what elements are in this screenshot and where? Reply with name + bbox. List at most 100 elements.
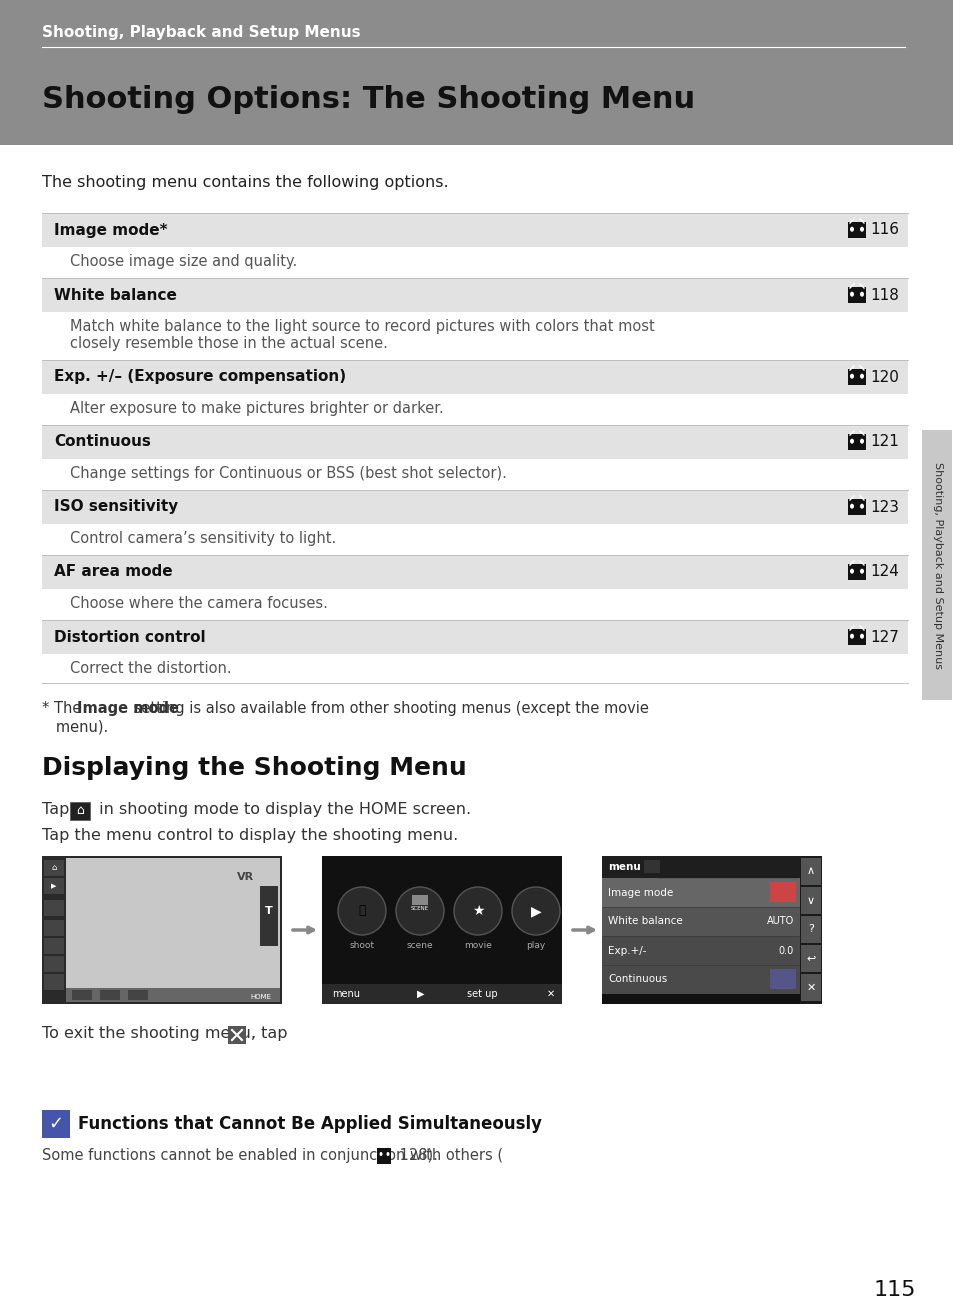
Bar: [42, 424, 907, 459]
Text: Alter exposure to make pictures brighter or darker.: Alter exposure to make pictures brighter…: [70, 401, 443, 417]
Bar: [228, 1026, 246, 1045]
Bar: [412, 895, 428, 905]
Bar: [847, 369, 865, 385]
Bar: [847, 222, 865, 238]
Text: ⌂: ⌂: [76, 804, 84, 817]
Text: movie: movie: [463, 941, 492, 950]
Text: ⌂: ⌂: [51, 863, 56, 872]
Bar: [601, 964, 800, 993]
Text: The shooting menu contains the following options.: The shooting menu contains the following…: [42, 175, 448, 191]
Bar: [42, 555, 907, 589]
Bar: [769, 882, 795, 901]
Bar: [643, 859, 659, 872]
Bar: [847, 286, 865, 304]
Text: Tap: Tap: [42, 802, 74, 817]
Text: 116: 116: [869, 222, 898, 238]
Bar: [66, 858, 280, 988]
Bar: [44, 974, 64, 989]
Bar: [42, 360, 907, 394]
Bar: [847, 564, 865, 579]
Ellipse shape: [849, 373, 853, 378]
Bar: [44, 878, 64, 894]
Ellipse shape: [859, 633, 863, 639]
Text: in shooting mode to display the HOME screen.: in shooting mode to display the HOME scr…: [94, 802, 471, 817]
Text: VR: VR: [236, 872, 253, 882]
Bar: [801, 916, 821, 943]
Bar: [100, 989, 120, 1000]
Ellipse shape: [859, 439, 863, 444]
Text: 128).: 128).: [395, 1148, 438, 1163]
Bar: [377, 1148, 391, 1164]
Circle shape: [512, 887, 559, 936]
Text: Image mode: Image mode: [607, 887, 673, 897]
Circle shape: [337, 887, 386, 936]
Circle shape: [454, 887, 501, 936]
Bar: [44, 859, 64, 876]
Bar: [847, 629, 865, 645]
Text: ▶: ▶: [530, 904, 540, 918]
Bar: [601, 855, 821, 1004]
Bar: [71, 989, 91, 1000]
Bar: [42, 490, 907, 524]
Bar: [42, 620, 907, 654]
Text: 118: 118: [869, 288, 898, 302]
Bar: [44, 957, 64, 972]
Circle shape: [395, 887, 443, 936]
Bar: [42, 279, 907, 311]
Text: 124: 124: [869, 565, 898, 579]
Bar: [42, 855, 282, 1004]
Text: Correct the distortion.: Correct the distortion.: [70, 661, 232, 675]
Text: menu: menu: [607, 862, 640, 872]
Text: 123: 123: [869, 499, 898, 515]
Text: AUTO: AUTO: [766, 916, 793, 926]
Text: ∨: ∨: [806, 896, 814, 905]
Bar: [0, 0, 953, 145]
Text: Match white balance to the light source to record pictures with colors that most: Match white balance to the light source …: [70, 319, 654, 334]
Text: scene: scene: [406, 941, 433, 950]
Text: Distortion control: Distortion control: [54, 629, 206, 644]
Text: ★: ★: [471, 904, 484, 918]
Text: Image mode*: Image mode*: [54, 222, 168, 238]
Text: Image mode: Image mode: [77, 700, 178, 716]
Bar: [66, 988, 280, 1003]
Bar: [801, 887, 821, 915]
Text: Shooting, Playback and Setup Menus: Shooting, Playback and Setup Menus: [42, 25, 360, 39]
Bar: [801, 945, 821, 972]
Text: ▶: ▶: [51, 883, 56, 890]
Text: play: play: [526, 941, 545, 950]
Text: closely resemble those in the actual scene.: closely resemble those in the actual sce…: [70, 336, 388, 351]
Text: ✕: ✕: [805, 983, 815, 992]
Bar: [801, 858, 821, 886]
Bar: [44, 938, 64, 954]
Text: White balance: White balance: [54, 288, 176, 302]
Ellipse shape: [849, 633, 853, 639]
Bar: [601, 936, 800, 964]
Ellipse shape: [859, 569, 863, 574]
Text: Tap the menu control to display the shooting menu.: Tap the menu control to display the shoo…: [42, 828, 457, 844]
Bar: [601, 878, 800, 907]
Ellipse shape: [849, 503, 853, 509]
Text: setting is also available from other shooting menus (except the movie: setting is also available from other sho…: [129, 700, 648, 716]
Text: White balance: White balance: [607, 916, 682, 926]
Text: 0.0: 0.0: [778, 946, 793, 955]
Text: HOME: HOME: [250, 993, 271, 1000]
Ellipse shape: [386, 1152, 389, 1156]
Text: 121: 121: [869, 435, 898, 449]
Text: .: .: [250, 1026, 254, 1041]
Text: 120: 120: [869, 369, 898, 385]
Text: ?: ?: [807, 925, 813, 934]
Text: Control camera’s sensitivity to light.: Control camera’s sensitivity to light.: [70, 531, 335, 547]
Text: 127: 127: [869, 629, 898, 644]
Text: 115: 115: [873, 1280, 915, 1300]
Text: Some functions cannot be enabled in conjunction with others (: Some functions cannot be enabled in conj…: [42, 1148, 502, 1163]
Text: Functions that Cannot Be Applied Simultaneously: Functions that Cannot Be Applied Simulta…: [78, 1116, 541, 1133]
Bar: [601, 855, 800, 878]
Text: shoot: shoot: [349, 941, 375, 950]
Text: * The: * The: [42, 700, 86, 716]
Text: Choose image size and quality.: Choose image size and quality.: [70, 254, 297, 269]
Text: SCENE: SCENE: [411, 905, 429, 911]
Ellipse shape: [849, 569, 853, 574]
Text: ✕: ✕: [546, 989, 555, 999]
Text: Choose where the camera focuses.: Choose where the camera focuses.: [70, 597, 328, 611]
Text: ISO sensitivity: ISO sensitivity: [54, 499, 178, 515]
